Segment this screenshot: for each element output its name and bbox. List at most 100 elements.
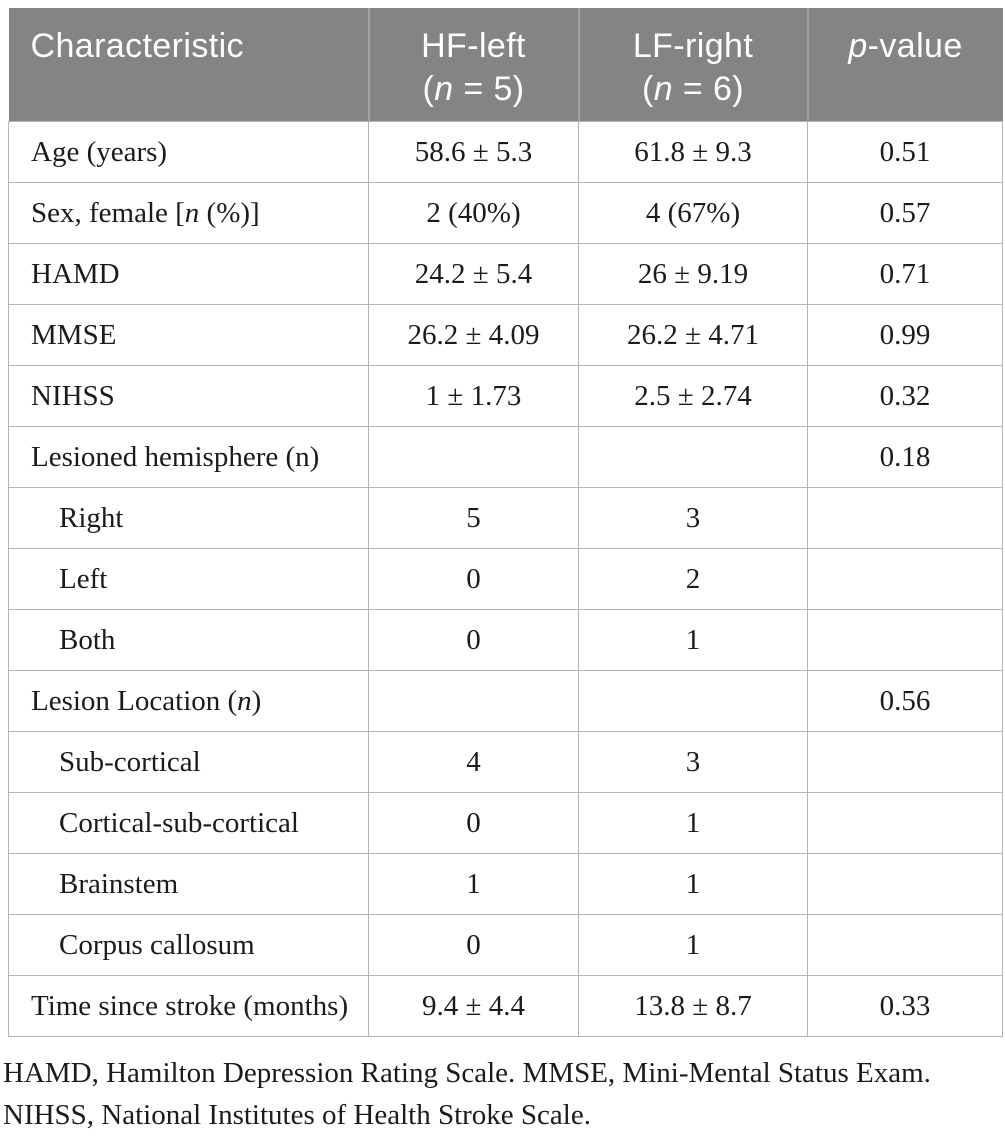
characteristic-cell: Corpus callosum (8, 914, 369, 976)
lf-right-cell: 1 (578, 914, 808, 976)
column-header-hf-left: HF-left (n = 5) (367, 8, 579, 122)
text-segment: Sub-cortical (59, 745, 201, 778)
text-segment: Lesion Location ( (31, 684, 238, 717)
hf-left-cell (368, 670, 579, 732)
italic-text-segment: n (434, 70, 454, 108)
text-segment: Age (years) (31, 135, 168, 168)
lf-right-cell: 13.8 ± 8.7 (578, 975, 808, 1037)
characteristic-cell: HAMD (8, 243, 369, 305)
table-row: Brainstem 1 1 (8, 853, 1003, 915)
p-value-cell (807, 853, 1003, 915)
hf-left-cell: 1 ± 1.73 (368, 365, 579, 427)
p-value-cell: 0.56 (807, 670, 1003, 732)
table-row: NIHSS 1 ± 1.73 2.5 ± 2.74 0.32 (8, 365, 1003, 427)
header-line: (n = 5) (376, 68, 572, 111)
characteristic-cell: Age (years) (8, 121, 369, 183)
p-value-cell: 0.51 (807, 121, 1003, 183)
text-segment: NIHSS (31, 379, 115, 412)
hf-left-cell: 2 (40%) (368, 182, 579, 244)
characteristic-cell: Cortical-sub-cortical (8, 792, 369, 854)
lf-right-cell: 26.2 ± 4.71 (578, 304, 808, 366)
text-segment: = 6) (673, 70, 745, 108)
text-segment: LF-right (632, 27, 754, 65)
text-segment: Sex, female [ (31, 196, 185, 229)
table-row: Age (years) 58.6 ± 5.3 61.8 ± 9.3 0.51 (8, 121, 1003, 183)
lf-right-cell (578, 670, 808, 732)
characteristic-cell: Lesion Location (n) (8, 670, 369, 732)
characteristic-cell: Right (8, 487, 369, 549)
demographics-table-container: Characteristic HF-left (n = 5) LF-right (n =… (8, 8, 1003, 1037)
table-row: HAMD 24.2 ± 5.4 26 ± 9.19 0.71 (8, 243, 1003, 305)
characteristic-cell: Time since stroke (months) (8, 975, 369, 1037)
lf-right-cell (578, 426, 808, 488)
p-value-cell (807, 792, 1003, 854)
hf-left-cell (368, 426, 579, 488)
characteristic-cell: Sex, female [n (%)] (8, 182, 369, 244)
p-value-cell: 0.71 (807, 243, 1003, 305)
hf-left-cell: 0 (368, 609, 579, 671)
characteristic-cell: Lesioned hemisphere (n) (8, 426, 369, 488)
characteristic-cell: Both (8, 609, 369, 671)
lf-right-cell: 3 (578, 731, 808, 793)
text-segment: Characteristic (30, 27, 244, 65)
header-line: LF-right (586, 25, 801, 68)
italic-text-segment: n (237, 684, 252, 717)
hf-left-cell: 0 (368, 548, 579, 610)
p-value-cell (807, 609, 1003, 671)
text-segment: ( (641, 70, 654, 108)
p-value-cell: 0.33 (807, 975, 1003, 1037)
text-segment: ( (422, 70, 435, 108)
lf-right-cell: 1 (578, 853, 808, 915)
header-line: HF-left (376, 25, 572, 68)
lf-right-cell: 2.5 ± 2.74 (578, 365, 808, 427)
italic-text-segment: n (653, 70, 674, 108)
lf-right-cell: 2 (578, 548, 808, 610)
p-value-cell: 0.99 (807, 304, 1003, 366)
text-segment: Cortical-sub-cortical (59, 806, 299, 839)
text-segment: Left (59, 562, 108, 595)
characteristic-cell: Sub-cortical (8, 731, 369, 793)
hf-left-cell: 24.2 ± 5.4 (368, 243, 579, 305)
table-row: Lesioned hemisphere (n) 0.18 (8, 426, 1003, 488)
p-value-cell (807, 487, 1003, 549)
table-row: Lesion Location (n) 0.56 (8, 670, 1003, 732)
table-row: Time since stroke (months) 9.4 ± 4.4 13.8 … (8, 975, 1003, 1037)
column-header-lf-right: LF-right (n = 6) (577, 8, 808, 122)
lf-right-cell: 61.8 ± 9.3 (578, 121, 808, 183)
text-segment: -value (867, 27, 963, 65)
p-value-cell: 0.18 (807, 426, 1003, 488)
text-segment: Time since stroke (months) (31, 989, 349, 1022)
italic-text-segment: p (848, 27, 868, 65)
p-value-cell (807, 548, 1003, 610)
text-segment: HAMD (31, 257, 120, 290)
p-value-cell (807, 914, 1003, 976)
text-segment: (%)] (199, 196, 260, 229)
italic-text-segment: n (184, 196, 200, 229)
header-line: (n = 6) (586, 68, 801, 111)
table-row: Sub-cortical 4 3 (8, 731, 1003, 793)
hf-left-cell: 0 (368, 792, 579, 854)
text-segment: Lesioned hemisphere (n) (31, 440, 320, 473)
characteristic-cell: MMSE (8, 304, 369, 366)
hf-left-cell: 0 (368, 914, 579, 976)
header-line: p-value (815, 25, 997, 68)
hf-left-cell: 58.6 ± 5.3 (368, 121, 579, 183)
column-header-characteristic: Characteristic (8, 8, 369, 122)
table-row: Left 0 2 (8, 548, 1003, 610)
hf-left-cell: 4 (368, 731, 579, 793)
table-row: Right 5 3 (8, 487, 1003, 549)
characteristic-cell: Left (8, 548, 369, 610)
lf-right-cell: 1 (578, 792, 808, 854)
table-body: Age (years) 58.6 ± 5.3 61.8 ± 9.3 0.51 Sex, … (8, 121, 1003, 1037)
text-segment: Right (59, 501, 124, 534)
text-segment: Both (59, 623, 116, 656)
header-line: Characteristic (31, 25, 362, 68)
text-segment: ) (251, 684, 262, 717)
lf-right-cell: 4 (67%) (578, 182, 808, 244)
hf-left-cell: 26.2 ± 4.09 (368, 304, 579, 366)
text-segment: HF-left (421, 27, 526, 65)
hf-left-cell: 5 (368, 487, 579, 549)
lf-right-cell: 1 (578, 609, 808, 671)
header-row: Characteristic HF-left (n = 5) LF-right (n =… (8, 8, 1003, 122)
text-segment: = 5) (453, 70, 525, 108)
